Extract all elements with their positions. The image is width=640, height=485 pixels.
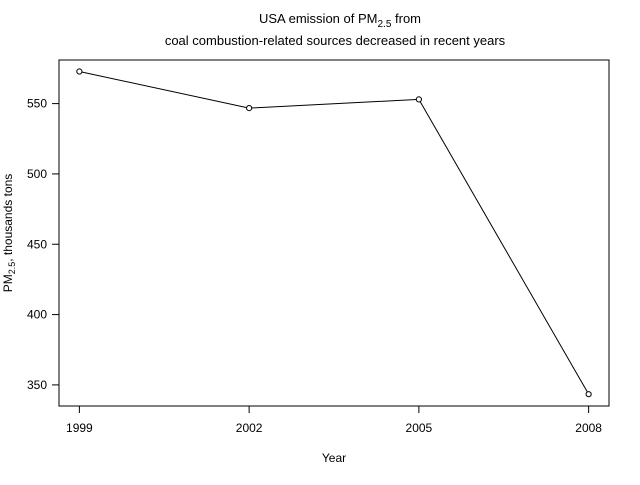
series-line bbox=[79, 71, 590, 395]
x-axis: 1999 2002 2005 2008 bbox=[66, 406, 602, 435]
title-prefix: USA emission of PM bbox=[259, 11, 378, 26]
title-subscript: 2.5 bbox=[377, 19, 391, 30]
data-point-2002 bbox=[246, 105, 253, 112]
x-tick-label-1999: 1999 bbox=[66, 421, 93, 435]
y-axis-label: PM2.5, thousands tons bbox=[1, 174, 17, 293]
y-tick-label-400: 400 bbox=[27, 308, 47, 322]
x-tick-label-2005: 2005 bbox=[406, 421, 433, 435]
series-points bbox=[76, 68, 592, 398]
y-label-prefix: PM bbox=[1, 274, 15, 292]
plot-frame bbox=[58, 59, 610, 407]
x-tick-label-2002: 2002 bbox=[236, 421, 263, 435]
y-tick-label-550: 550 bbox=[27, 97, 47, 111]
y-axis: 350 400 450 500 550 bbox=[27, 97, 59, 392]
y-label-suffix: , thousands tons bbox=[1, 174, 15, 262]
data-point-1999 bbox=[76, 68, 83, 75]
data-point-2005 bbox=[415, 96, 422, 103]
x-axis-label: Year bbox=[322, 451, 346, 465]
title-suffix: from bbox=[391, 11, 421, 26]
chart-title-line1: USA emission of PM2.5 from bbox=[259, 11, 421, 30]
data-point-2008 bbox=[585, 391, 592, 398]
y-label-subscript: 2.5 bbox=[7, 262, 17, 275]
y-tick-label-350: 350 bbox=[27, 378, 47, 392]
x-tick-label-2008: 2008 bbox=[575, 421, 602, 435]
chart-title-line2: coal combustion-related sources decrease… bbox=[165, 33, 506, 48]
series-line-group bbox=[79, 71, 590, 395]
y-tick-label-500: 500 bbox=[27, 167, 47, 181]
y-tick-label-450: 450 bbox=[27, 237, 47, 251]
